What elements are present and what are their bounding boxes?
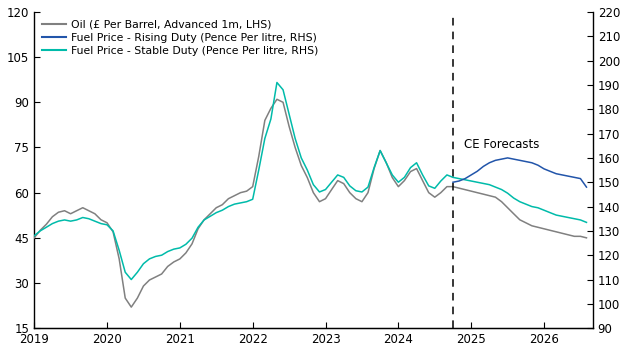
Text: CE Forecasts: CE Forecasts xyxy=(464,138,539,151)
Legend: Oil (£ Per Barrel, Advanced 1m, LHS), Fuel Price - Rising Duty (Pence Per litre,: Oil (£ Per Barrel, Advanced 1m, LHS), Fu… xyxy=(40,17,320,58)
